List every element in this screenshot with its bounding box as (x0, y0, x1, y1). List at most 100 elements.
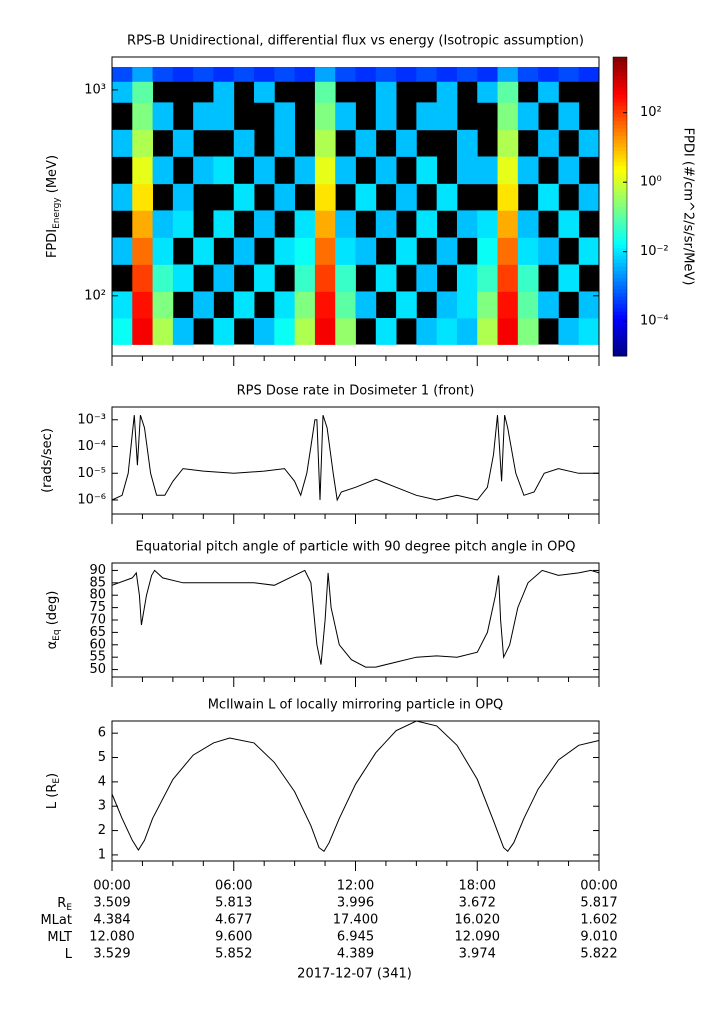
colorbar-step (613, 75, 627, 80)
ephemeris-value: 12.080 (89, 930, 135, 945)
ephemeris-value: 4.677 (215, 913, 252, 928)
colorbar-label: FPDI (#/cm^2/s/sr/MeV) (681, 128, 696, 286)
colorbar-step (613, 270, 627, 275)
heatmap-cell (294, 156, 316, 185)
colorbar-step (613, 176, 627, 181)
colorbar-step (613, 273, 627, 279)
colorbar-step (613, 68, 627, 73)
heatmap-cell (456, 318, 478, 345)
heatmap-cell (152, 156, 174, 185)
x-tick-label: 00:00 (93, 879, 130, 894)
heatmap-cell (132, 102, 153, 131)
y-tick-label: 3 (98, 799, 106, 814)
y-tick-label: 70 (89, 613, 106, 628)
ephemeris-value: 4.389 (337, 947, 374, 962)
heatmap-cell (436, 81, 458, 103)
plot-frame (111, 562, 600, 678)
colorbar-step (613, 322, 627, 327)
y-axis-label-main: (rads/sec) (40, 428, 55, 493)
colorbar-step (613, 210, 627, 215)
heatmap-cell (335, 102, 356, 131)
ephemeris-value: 12.090 (455, 930, 501, 945)
colorbar-step (613, 172, 627, 178)
colorbar-step (613, 217, 627, 222)
heatmap-cell (274, 291, 296, 319)
ephemeris-row-label: MLT (47, 930, 72, 945)
heatmap-cell (517, 210, 539, 238)
heatmap-cell (172, 318, 194, 345)
colorbar-step (613, 221, 627, 226)
heatmap-cell (335, 291, 356, 319)
x-tick-label: 12:00 (337, 879, 374, 894)
heatmap-cell (375, 102, 397, 131)
colorbar-step (613, 146, 627, 151)
heatmap-cell (254, 81, 275, 103)
colorbar-step (613, 64, 627, 69)
x-tick-label: 00:00 (580, 879, 617, 894)
colorbar-step (613, 142, 627, 148)
heatmap-cell (436, 318, 458, 345)
plot-frame (111, 720, 600, 862)
heatmap-cell (355, 291, 377, 319)
colorbar-step (613, 113, 627, 118)
heatmap-cell (375, 67, 397, 82)
colorbar-step (613, 299, 627, 305)
heatmap-cell (416, 318, 438, 345)
y-axis-label-main: L (R (45, 784, 60, 809)
colorbar-step (613, 157, 627, 163)
heatmap-cell (456, 291, 478, 319)
colorbar-step (613, 202, 627, 207)
heatmap-cell (436, 67, 458, 82)
y-tick-label: 80 (89, 588, 106, 603)
heatmap-cell (213, 81, 235, 103)
colorbar-step (613, 303, 627, 308)
y-tick-label: 10² (84, 288, 106, 303)
y-axis-label: FPDIEnergy (MeV) (45, 155, 62, 258)
heatmap-cell (132, 129, 153, 157)
ephemeris-value: 9.010 (580, 930, 617, 945)
colorbar-step (613, 128, 627, 133)
ephemeris-row-label: MLat (40, 913, 72, 928)
colorbar-step (613, 255, 627, 260)
colorbar-step (613, 251, 627, 256)
heatmap-cell (558, 102, 580, 131)
heatmap-cell (538, 81, 559, 103)
heatmap-cell (132, 183, 153, 211)
colorbar-step (613, 184, 627, 189)
ephemeris-value: 6.945 (337, 930, 374, 945)
heatmap-cell (274, 129, 296, 157)
colorbar-step (613, 307, 627, 312)
y-tick-label: 10⁻⁴ (77, 439, 106, 454)
heatmap-cell (456, 129, 478, 157)
heatmap-cell (112, 129, 133, 157)
heatmap-cell (193, 102, 214, 131)
colorbar-step (613, 292, 627, 297)
heatmap-cell (396, 129, 417, 157)
heatmap-cell (314, 156, 336, 185)
data-line (111, 720, 600, 853)
colorbar-frame (612, 56, 628, 357)
heatmap-cell (497, 264, 519, 292)
colorbar-step (613, 98, 627, 103)
colorbar-step (613, 199, 627, 204)
colorbar-step (613, 60, 627, 65)
colorbar-tick-label: 10⁻⁴ (640, 314, 669, 329)
colorbar-step (613, 311, 627, 316)
heatmap-cell (477, 291, 498, 319)
heatmap-cell (213, 264, 235, 292)
heatmap-cell (233, 237, 255, 265)
colorbar-step (613, 281, 627, 286)
heatmap-cell (314, 318, 336, 345)
heatmap-cell (436, 291, 458, 319)
colorbar-step (613, 101, 627, 107)
colorbar-step (613, 326, 627, 331)
heatmap-cell (517, 102, 539, 131)
heatmap-cell (193, 156, 214, 185)
colorbar-step (613, 348, 627, 353)
heatmap-cell (578, 291, 600, 319)
ephemeris-value: 3.672 (459, 896, 496, 911)
y-tick-label: 90 (89, 563, 106, 578)
heatmap-cell (517, 318, 539, 345)
ephemeris-value: 3.509 (93, 896, 130, 911)
heatmap-cell (294, 291, 316, 319)
